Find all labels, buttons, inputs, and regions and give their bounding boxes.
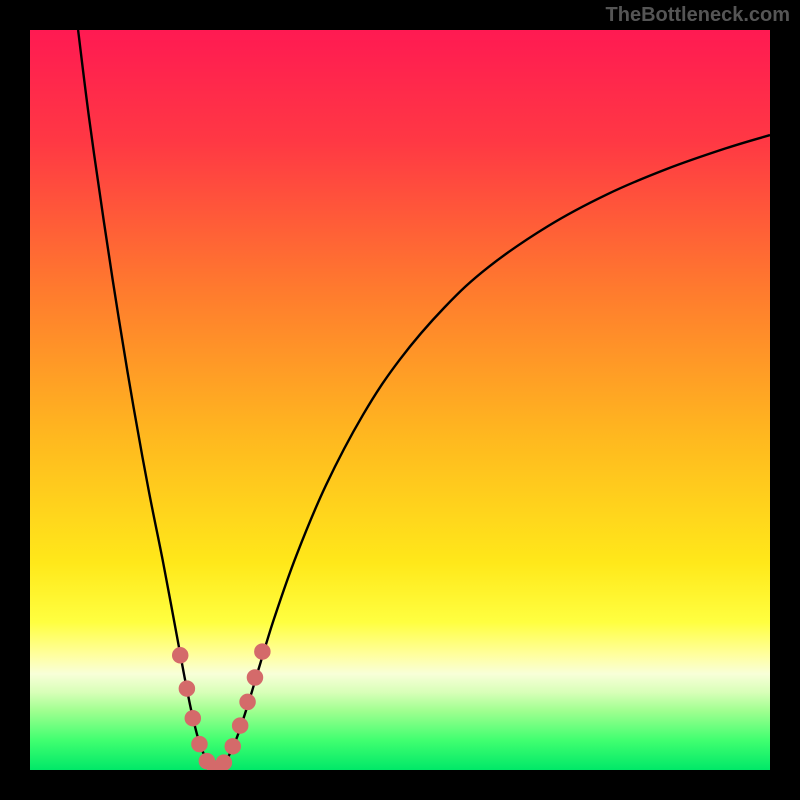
marker-point <box>192 737 207 752</box>
marker-point <box>179 681 194 696</box>
marker-point <box>233 718 248 733</box>
marker-point <box>216 755 231 770</box>
plot-area <box>30 30 770 770</box>
marker-point <box>173 648 188 663</box>
marker-point <box>247 670 262 685</box>
plot-svg <box>30 30 770 770</box>
watermark-text: TheBottleneck.com <box>606 4 790 27</box>
marker-point <box>240 694 255 709</box>
marker-point <box>185 711 200 726</box>
gradient-background <box>30 30 770 770</box>
marker-point <box>225 739 240 754</box>
marker-point <box>255 644 270 659</box>
chart-frame: TheBottleneck.com <box>0 0 800 800</box>
